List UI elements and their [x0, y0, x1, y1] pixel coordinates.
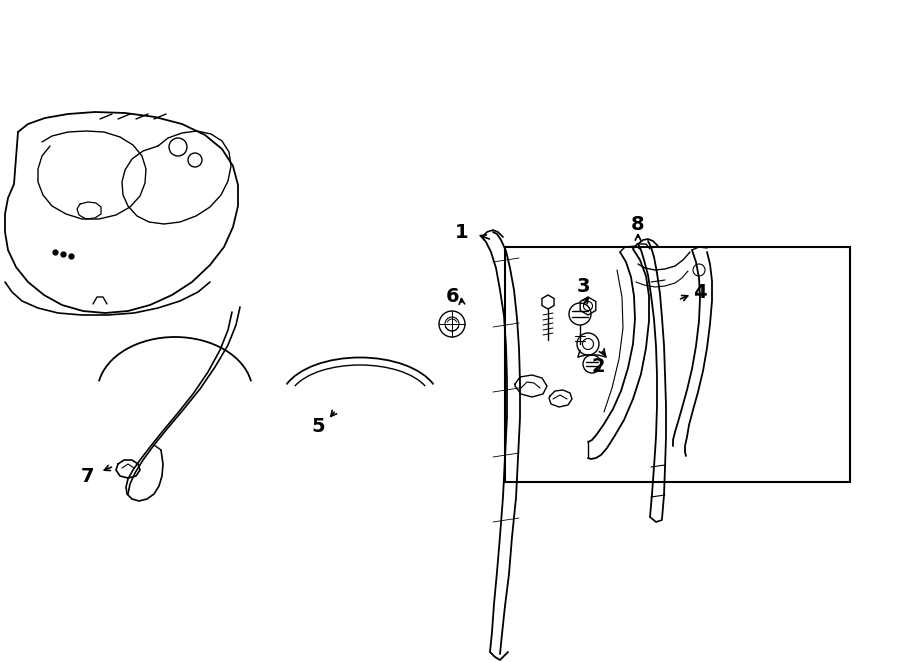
Bar [505, 247, 850, 482]
Text: 7: 7 [81, 467, 94, 487]
Text: 4: 4 [693, 283, 706, 301]
Text: 1: 1 [455, 222, 469, 242]
Text: 2: 2 [591, 357, 605, 377]
Text: 3: 3 [576, 277, 590, 297]
Text: 8: 8 [631, 214, 644, 234]
Text: 5: 5 [311, 418, 325, 436]
Text: 6: 6 [446, 287, 460, 307]
